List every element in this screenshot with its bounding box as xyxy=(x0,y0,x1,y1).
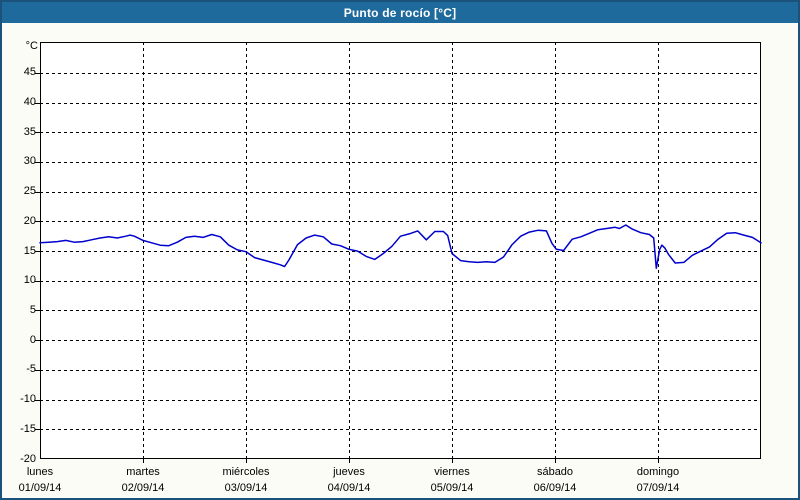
x-weekday-label: domingo xyxy=(636,466,680,478)
y-tick-label: -10 xyxy=(20,393,36,406)
x-weekday-label: viernes xyxy=(434,466,470,478)
x-weekday-label: martes xyxy=(126,466,160,478)
y-tick-label: 40 xyxy=(23,96,36,109)
y-tick-label: -20 xyxy=(20,452,36,465)
x-date-label: 07/09/14 xyxy=(636,482,680,494)
y-tick-label: 20 xyxy=(23,214,36,227)
x-date-label: 05/09/14 xyxy=(430,482,474,494)
y-tick-label: -15 xyxy=(20,422,36,435)
x-weekday-label: sábado xyxy=(536,466,574,478)
x-date-label: 06/09/14 xyxy=(533,482,577,494)
x-date-label: 02/09/14 xyxy=(121,482,165,494)
plot-border xyxy=(40,42,761,459)
dewpoint-line xyxy=(39,224,762,270)
x-date-label: 03/09/14 xyxy=(224,482,268,494)
y-tick-label: 25 xyxy=(23,185,36,198)
y-tick-label: 5 xyxy=(29,303,36,316)
y-tick-label: 35 xyxy=(23,125,36,138)
y-tick-label: 15 xyxy=(23,244,36,257)
y-tick-label: 10 xyxy=(23,274,36,287)
x-weekday-label: lunes xyxy=(26,466,54,478)
y-tick-label: 30 xyxy=(23,155,36,168)
dewpoint-plot xyxy=(35,42,762,463)
x-date-label: 04/09/14 xyxy=(327,482,371,494)
y-axis-unit-label: °C xyxy=(25,40,38,52)
y-tick-label: 45 xyxy=(23,66,36,79)
title-bar: Punto de rocío [°C] xyxy=(2,2,798,23)
y-tick-label: 0 xyxy=(29,333,36,346)
x-weekday-label: jueves xyxy=(333,466,365,478)
plot-background xyxy=(40,42,761,459)
x-weekday-label: miércoles xyxy=(222,466,270,478)
chart-title: Punto de rocío [°C] xyxy=(343,5,457,20)
x-date-label: 01/09/14 xyxy=(18,482,62,494)
y-tick-label: -5 xyxy=(26,363,36,376)
